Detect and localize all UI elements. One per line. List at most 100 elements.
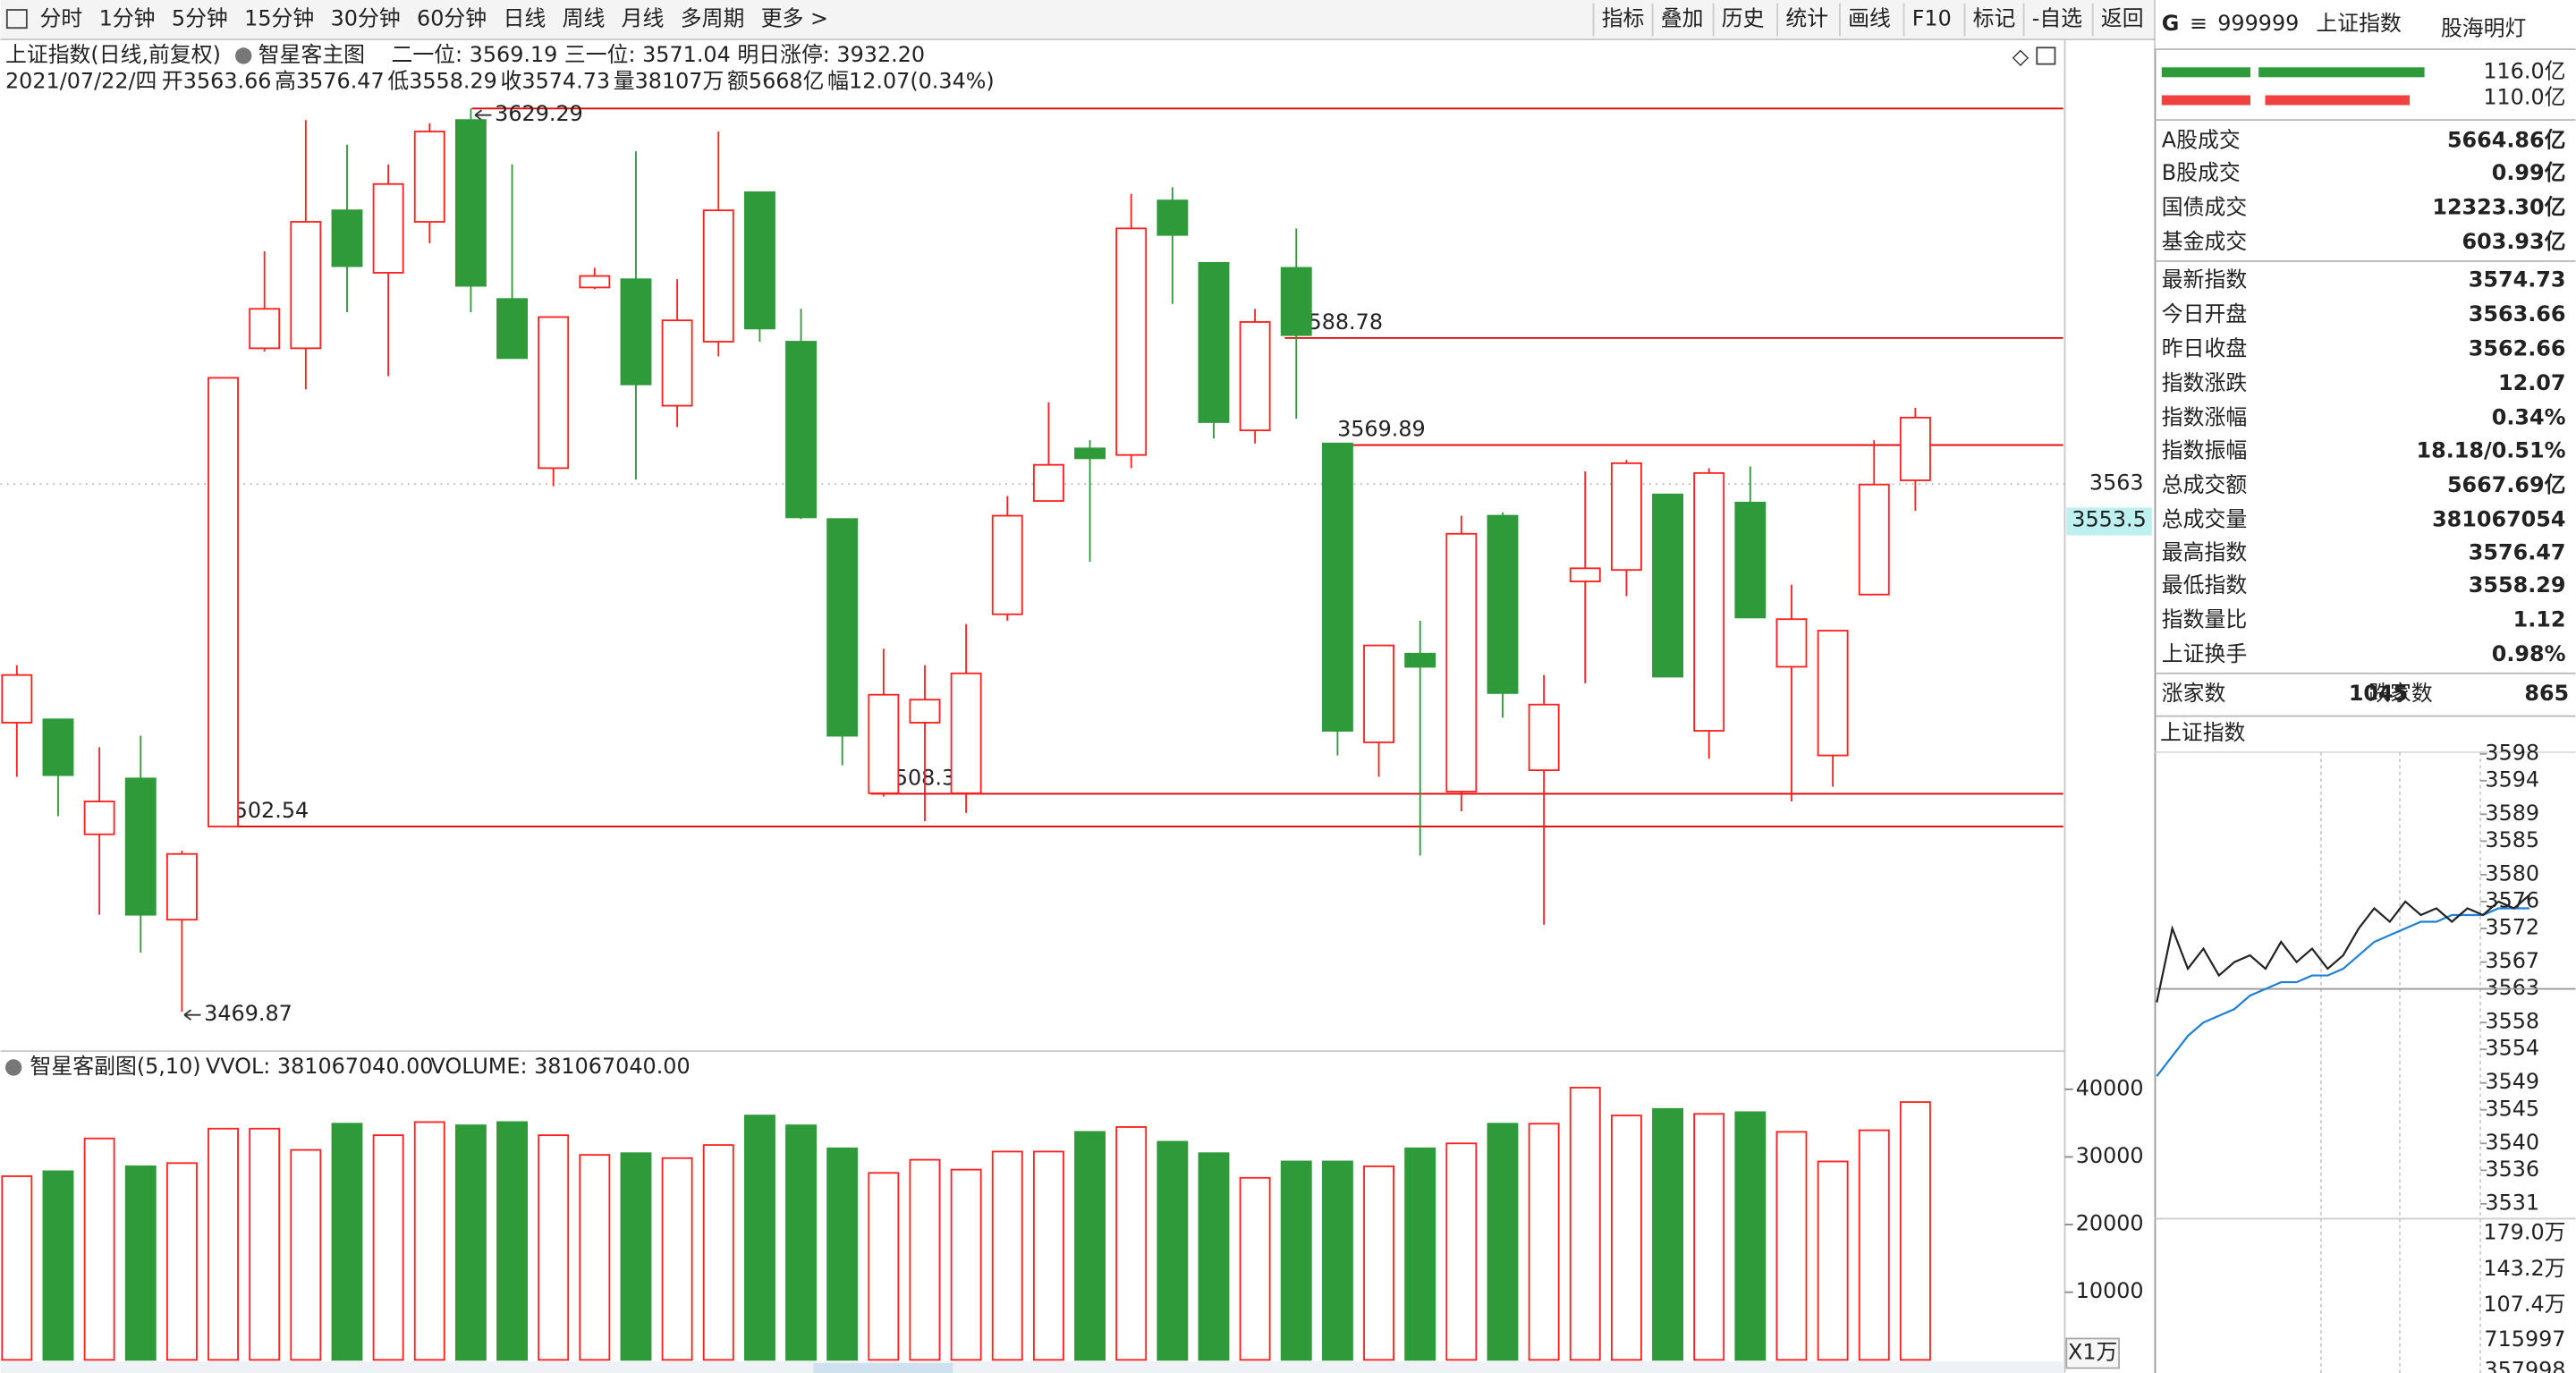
- candle-body: [1487, 514, 1519, 694]
- volume-bar: [165, 1162, 198, 1361]
- volume-bar: [1115, 1126, 1148, 1361]
- period-tab[interactable]: 5分钟: [172, 6, 228, 31]
- mini-tick-label: 3572: [2485, 915, 2539, 940]
- level-info: 二一位: 3569.19 三一位: 3571.04 明日涨停: 3932.20: [391, 42, 925, 67]
- overlay-name: 智星客主图: [258, 42, 365, 67]
- scroll-thumb[interactable]: [813, 1362, 953, 1373]
- menu-icon[interactable]: [5, 9, 28, 30]
- period-tab[interactable]: 30分钟: [331, 6, 401, 31]
- period-tab[interactable]: 多周期: [681, 6, 745, 31]
- tool-button[interactable]: 返回: [2101, 6, 2144, 31]
- volume-bar: [743, 1115, 775, 1361]
- period-tab[interactable]: 更多 >: [761, 6, 828, 31]
- period-tab[interactable]: 周线: [563, 6, 606, 31]
- tool-button[interactable]: 历史: [1722, 6, 1765, 31]
- menu-glyph: ≡: [2190, 11, 2207, 36]
- mini-volume-label: 143.2万: [2483, 1256, 2565, 1281]
- period-tab[interactable]: 1分钟: [99, 6, 156, 31]
- marker-label: 3469.87: [204, 1001, 292, 1026]
- mini-tick-label: 3549: [2485, 1069, 2539, 1094]
- volume-bar: [42, 1170, 74, 1361]
- overlay-icon[interactable]: [235, 47, 252, 64]
- volume-bar: [1198, 1152, 1230, 1361]
- icon-window[interactable]: [2036, 47, 2056, 65]
- quote-header: [2155, 0, 2576, 50]
- period-tab[interactable]: 15分钟: [244, 6, 314, 31]
- stat-value: 0.99亿: [2492, 160, 2566, 185]
- candle-body: [124, 777, 157, 916]
- stat-label: 指数量比: [2162, 607, 2247, 632]
- mini-tick-label: 3554: [2485, 1036, 2539, 1061]
- y-tick-label: 10000: [2076, 1278, 2144, 1303]
- unit-box: [2065, 1337, 2120, 1369]
- stat-label: 国债成交: [2162, 195, 2247, 220]
- subchart-title: 智星客副图(5,10): [30, 1054, 201, 1079]
- volume-bar: [1, 1175, 33, 1361]
- tool-button[interactable]: 统计: [1785, 6, 1828, 31]
- period-tab[interactable]: 日线: [504, 6, 547, 31]
- volume-bar: [826, 1147, 859, 1361]
- stat-label: 指数涨跌: [2162, 370, 2248, 395]
- tool-button[interactable]: F10: [1912, 6, 1952, 31]
- stat-label: 指数振幅: [2162, 437, 2247, 462]
- volume-label: VOLUME: 381067040.00: [431, 1054, 691, 1079]
- candle-body: [579, 275, 611, 289]
- stat-label: B股成交: [2162, 160, 2241, 185]
- mini-tick-label: 3540: [2485, 1130, 2539, 1155]
- stat-label: 总成交额: [2162, 472, 2248, 497]
- ratio-bar: [2258, 67, 2425, 78]
- bar-field: 额5668亿: [727, 68, 824, 93]
- candle-body: [83, 801, 115, 835]
- candle-body: [1404, 652, 1436, 668]
- volume-bar: [868, 1172, 900, 1361]
- tool-button[interactable]: 叠加: [1661, 6, 1704, 31]
- candle-body: [1445, 532, 1478, 792]
- mini-tick-label: 3545: [2485, 1096, 2539, 1121]
- volume-bar: [1858, 1129, 1890, 1361]
- candle-body: [1734, 501, 1767, 619]
- candle-body: [1775, 618, 1808, 668]
- tool-button[interactable]: -自选: [2032, 6, 2082, 31]
- mini-volume-label: 357998: [2484, 1358, 2565, 1373]
- watermark: 股海明灯: [2441, 16, 2526, 41]
- candle-body: [785, 341, 817, 519]
- mini-tick-label: 3558: [2485, 1009, 2539, 1034]
- candle-body: [1239, 321, 1271, 432]
- breadth-label: 跌家数: [2368, 681, 2433, 706]
- stat-value: 603.93亿: [2462, 229, 2566, 254]
- candle-body: [1569, 567, 1601, 582]
- period-tab[interactable]: 月线: [622, 6, 665, 31]
- stat-label: 今日开盘: [2162, 301, 2247, 326]
- candle-body: [1280, 267, 1312, 336]
- volume-bar: [538, 1134, 570, 1361]
- bar-field: 高3576.47: [275, 68, 385, 93]
- mini-title: 上证指数: [2160, 720, 2246, 745]
- tool-button[interactable]: 画线: [1848, 6, 1891, 31]
- mini-tick-label: 3594: [2485, 767, 2539, 792]
- volume-bar: [331, 1123, 363, 1361]
- volume-bar: [454, 1124, 487, 1361]
- tool-button[interactable]: 标记: [1973, 6, 2016, 31]
- volume-bar: [249, 1127, 281, 1361]
- candle-body: [950, 672, 982, 794]
- stat-label: A股成交: [2162, 127, 2241, 152]
- cursor-label-box: [2066, 507, 2152, 536]
- tool-button[interactable]: 指标: [1602, 6, 1645, 31]
- candle-body: [372, 182, 404, 274]
- subchart-icon[interactable]: [4, 1059, 22, 1076]
- candle-body: [826, 518, 859, 737]
- stat-label: 最高指数: [2162, 539, 2248, 564]
- volume-bar: [372, 1134, 404, 1361]
- candle-body: [1610, 462, 1642, 572]
- volume-bar: [1157, 1140, 1189, 1361]
- period-tab[interactable]: 分时: [40, 6, 83, 31]
- candle-body: [1, 674, 33, 724]
- stat-label: 最低指数: [2162, 572, 2248, 598]
- scrollbar[interactable]: [0, 1361, 2063, 1373]
- icon-diamond[interactable]: ◇: [2012, 44, 2029, 69]
- y-tick-label: 3563: [2089, 470, 2144, 496]
- volume-bar: [1074, 1131, 1106, 1361]
- candle-body: [1115, 227, 1148, 456]
- period-tab[interactable]: 60分钟: [417, 6, 487, 31]
